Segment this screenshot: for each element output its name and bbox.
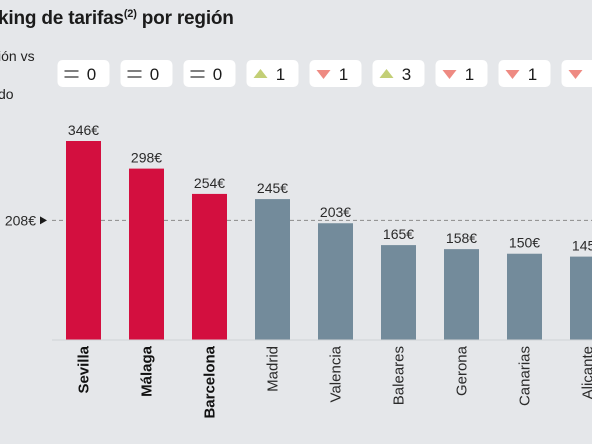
badge-value: 0: [150, 65, 159, 84]
bar: [318, 223, 353, 340]
bar-value-label: 145€: [572, 238, 592, 254]
change-badge: [372, 60, 425, 87]
bar-value-label: 150€: [509, 235, 540, 251]
badge-value: 1: [276, 65, 285, 84]
category-label: Valencia: [328, 345, 345, 402]
comparison-label-line-1: ión vs: [0, 48, 35, 64]
bar: [570, 256, 592, 340]
bar: [129, 168, 164, 340]
bar: [507, 253, 542, 340]
arrow-down-icon: [442, 70, 457, 79]
change-badge: [498, 60, 551, 87]
bar-value-label: 254€: [194, 175, 225, 191]
change-badge: [246, 60, 299, 87]
bar: [66, 141, 101, 340]
comparison-label-line-2: do: [0, 86, 14, 102]
bar: [192, 193, 227, 340]
bar: [255, 199, 290, 340]
category-label: Barcelona: [202, 345, 219, 418]
bar-value-label: 158€: [446, 230, 477, 246]
change-badge: [120, 60, 173, 87]
bar: [444, 249, 479, 340]
badge-value: 0: [213, 65, 222, 84]
badge-value: 1: [465, 65, 474, 84]
bar-value-label: 245€: [257, 180, 288, 196]
category-label: Sevilla: [76, 345, 93, 393]
bar-value-label: 298€: [131, 150, 162, 166]
change-badge: [57, 60, 110, 87]
category-label: Gerona: [454, 345, 471, 396]
reference-marker-icon: [40, 216, 47, 225]
category-label: Alicante: [580, 346, 592, 399]
arrow-down-icon: [568, 70, 583, 79]
badge-value: 3: [402, 65, 411, 84]
badge-value: 0: [87, 65, 96, 84]
bar-value-label: 203€: [320, 204, 351, 220]
category-label: Málaga: [139, 345, 156, 397]
change-badge: [435, 60, 488, 87]
change-badge: [309, 60, 362, 87]
category-label: Madrid: [265, 346, 282, 392]
equal-icon: [64, 70, 79, 78]
arrow-down-icon: [316, 70, 331, 79]
arrow-up-icon: [379, 69, 394, 78]
bar-value-label: 346€: [68, 122, 99, 138]
bar: [381, 245, 416, 340]
badge-value: 1: [528, 65, 537, 84]
arrow-down-icon: [505, 70, 520, 79]
equal-icon: [190, 70, 205, 78]
change-badge: [183, 60, 236, 87]
reference-line-label: 208€: [5, 212, 36, 228]
category-label: Baleares: [391, 346, 408, 405]
equal-icon: [127, 70, 142, 78]
bar-value-label: 165€: [383, 226, 414, 242]
badge-value: 1: [339, 65, 348, 84]
arrow-up-icon: [253, 69, 268, 78]
chart-title: king de tarifas(2) por región: [0, 8, 234, 29]
category-label: Canarias: [517, 346, 534, 406]
